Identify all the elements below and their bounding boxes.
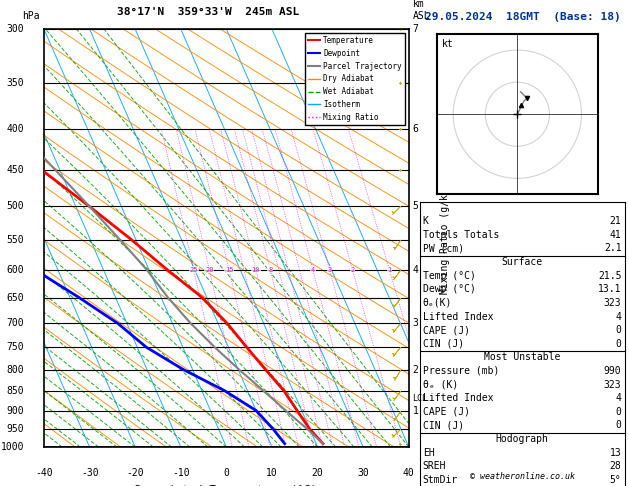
Text: 0: 0	[616, 339, 621, 349]
Text: 2.1: 2.1	[604, 243, 621, 254]
Text: CIN (J): CIN (J)	[423, 420, 464, 431]
Text: 38°17'N  359°33'W  245m ASL: 38°17'N 359°33'W 245m ASL	[117, 7, 299, 17]
Text: 0: 0	[616, 325, 621, 335]
Text: CAPE (J): CAPE (J)	[423, 325, 470, 335]
Text: 1: 1	[387, 267, 391, 273]
Text: 900: 900	[6, 405, 24, 416]
Text: Surface: Surface	[501, 257, 543, 267]
Text: 10: 10	[266, 468, 278, 478]
Text: Pressure (mb): Pressure (mb)	[423, 366, 499, 376]
Text: 4: 4	[311, 267, 315, 273]
Text: -40: -40	[35, 468, 53, 478]
Text: SREH: SREH	[423, 461, 446, 471]
Text: 20: 20	[205, 267, 213, 273]
Text: 21: 21	[610, 216, 621, 226]
Text: 25: 25	[189, 267, 198, 273]
Text: CAPE (J): CAPE (J)	[423, 407, 470, 417]
Text: 500: 500	[6, 202, 24, 211]
Text: Hodograph: Hodograph	[496, 434, 548, 444]
Text: 700: 700	[6, 318, 24, 329]
Legend: Temperature, Dewpoint, Parcel Trajectory, Dry Adiabat, Wet Adiabat, Isotherm, Mi: Temperature, Dewpoint, Parcel Trajectory…	[305, 33, 405, 125]
Text: 800: 800	[6, 364, 24, 375]
Text: 1: 1	[413, 405, 418, 416]
Text: 650: 650	[6, 293, 24, 303]
Text: Dewpoint / Temperature (°C): Dewpoint / Temperature (°C)	[135, 485, 318, 486]
Text: -10: -10	[172, 468, 190, 478]
Text: 323: 323	[604, 380, 621, 390]
Text: EH: EH	[423, 448, 435, 458]
Text: 400: 400	[6, 124, 24, 134]
Text: 6: 6	[413, 124, 418, 134]
Text: 4: 4	[413, 265, 418, 275]
Text: 750: 750	[6, 342, 24, 352]
Text: Lifted Index: Lifted Index	[423, 312, 493, 322]
Text: 13: 13	[610, 448, 621, 458]
Text: Dewp (°C): Dewp (°C)	[423, 284, 476, 295]
Text: 300: 300	[6, 24, 24, 34]
Text: Totals Totals: Totals Totals	[423, 230, 499, 240]
Text: θₑ(K): θₑ(K)	[423, 298, 452, 308]
Text: 41: 41	[610, 230, 621, 240]
Text: Most Unstable: Most Unstable	[484, 352, 560, 363]
Text: © weatheronline.co.uk: © weatheronline.co.uk	[470, 472, 574, 481]
Text: PW (cm): PW (cm)	[423, 243, 464, 254]
Text: 28: 28	[610, 461, 621, 471]
Text: 2: 2	[350, 267, 355, 273]
Text: km
ASL: km ASL	[413, 0, 430, 21]
Text: 15: 15	[225, 267, 233, 273]
Text: 29.05.2024  18GMT  (Base: 18): 29.05.2024 18GMT (Base: 18)	[425, 12, 620, 22]
Text: StmDir: StmDir	[423, 475, 458, 485]
Text: 323: 323	[604, 298, 621, 308]
Text: 850: 850	[6, 386, 24, 396]
Text: 0: 0	[616, 420, 621, 431]
Text: K: K	[423, 216, 428, 226]
Text: 5°: 5°	[610, 475, 621, 485]
Text: Mixing Ratio (g/kg): Mixing Ratio (g/kg)	[440, 182, 450, 294]
Text: -30: -30	[81, 468, 99, 478]
Text: 13.1: 13.1	[598, 284, 621, 295]
Text: CIN (J): CIN (J)	[423, 339, 464, 349]
Text: 5: 5	[413, 202, 418, 211]
Text: 8: 8	[268, 267, 272, 273]
Text: 10: 10	[252, 267, 260, 273]
Text: -20: -20	[126, 468, 144, 478]
Text: 1000: 1000	[1, 442, 24, 452]
Text: 40: 40	[403, 468, 415, 478]
Text: 21.5: 21.5	[598, 271, 621, 281]
Text: 950: 950	[6, 424, 24, 434]
Text: kt: kt	[442, 39, 454, 49]
Text: 0: 0	[223, 468, 230, 478]
Text: 4: 4	[616, 312, 621, 322]
Text: 30: 30	[357, 468, 369, 478]
Text: 20: 20	[312, 468, 323, 478]
Text: Lifted Index: Lifted Index	[423, 393, 493, 403]
Text: 0: 0	[616, 407, 621, 417]
Text: 3: 3	[328, 267, 331, 273]
Text: 2: 2	[413, 364, 418, 375]
Text: 3: 3	[413, 318, 418, 329]
Text: 350: 350	[6, 78, 24, 87]
Text: 7: 7	[413, 24, 418, 34]
Text: 550: 550	[6, 235, 24, 244]
Text: Temp (°C): Temp (°C)	[423, 271, 476, 281]
Text: 990: 990	[604, 366, 621, 376]
Text: 4: 4	[616, 393, 621, 403]
Text: 600: 600	[6, 265, 24, 275]
Text: LCL: LCL	[413, 394, 428, 403]
Text: 450: 450	[6, 165, 24, 175]
Text: θₑ (K): θₑ (K)	[423, 380, 458, 390]
Text: hPa: hPa	[22, 11, 40, 21]
